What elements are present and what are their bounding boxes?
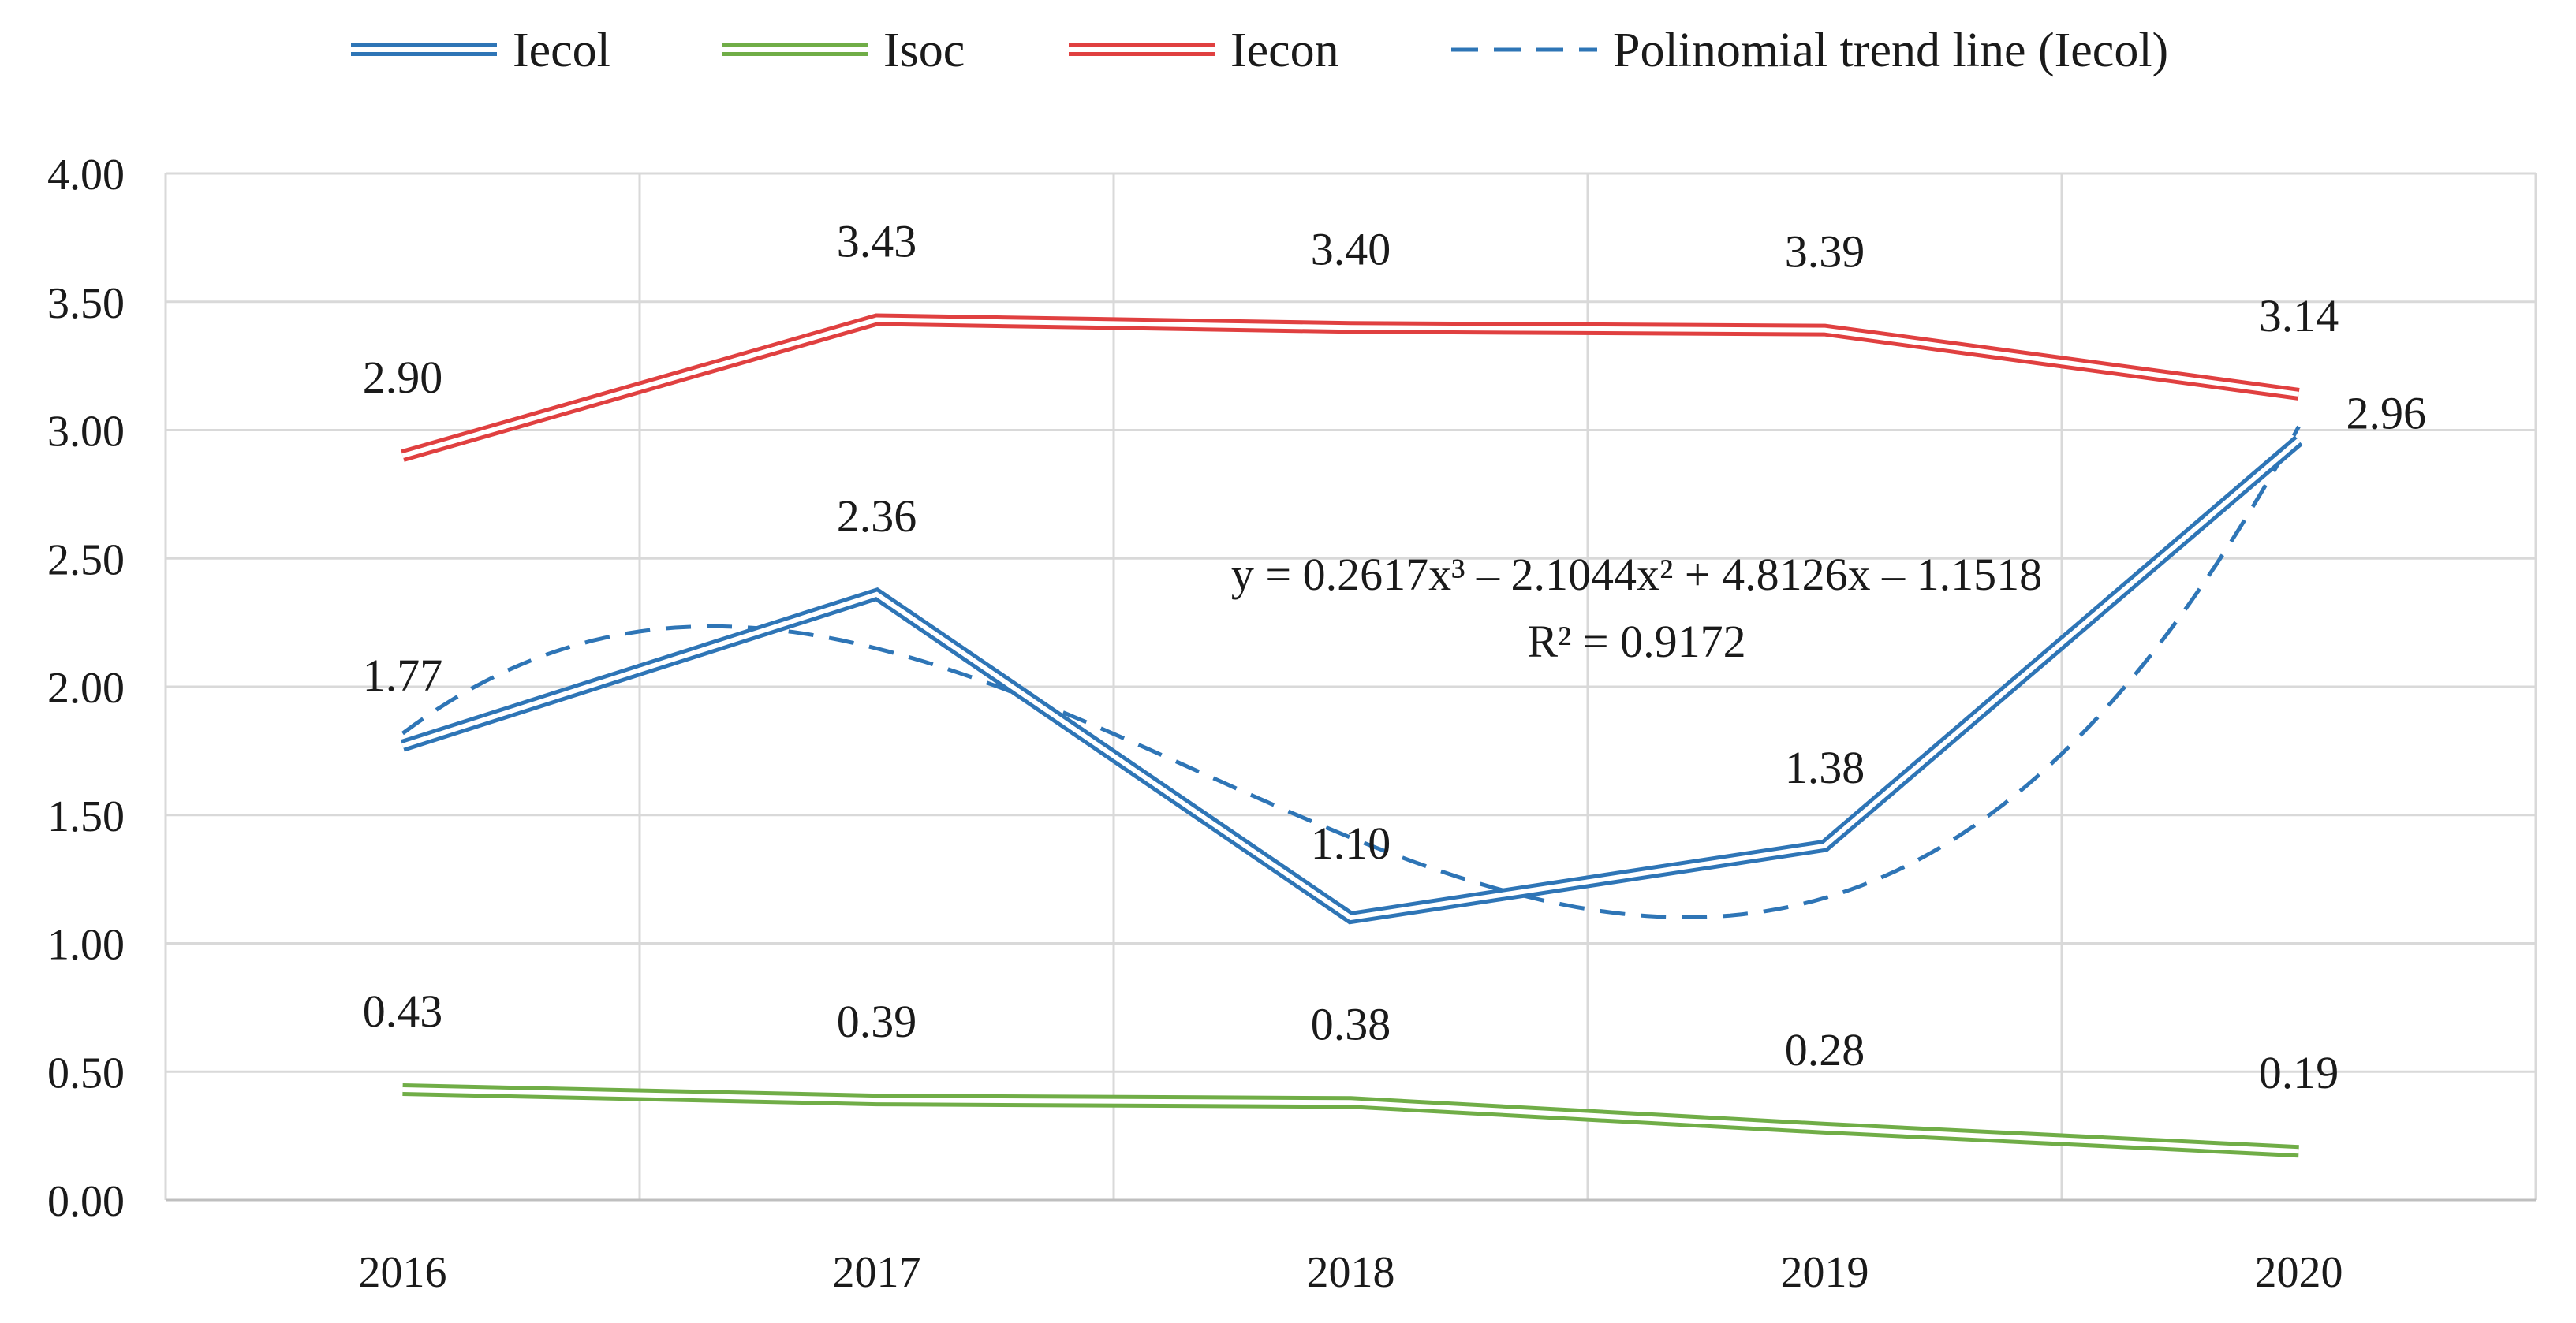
y-tick-label: 1.50 bbox=[47, 792, 125, 841]
data-label-iecol: 1.10 bbox=[1311, 818, 1391, 869]
series-line-iecon bbox=[401, 313, 2300, 462]
data-label-iecol: 2.96 bbox=[2346, 388, 2427, 439]
trendline-equation: y = 0.2617x³ – 2.1044x² + 4.8126x – 1.15… bbox=[1231, 549, 2042, 667]
x-tick-label: 2019 bbox=[1781, 1248, 1869, 1297]
gridlines bbox=[164, 172, 2537, 1202]
data-label-iecon: 2.90 bbox=[363, 352, 443, 403]
data-label-isoc: 0.39 bbox=[837, 996, 917, 1047]
data-label-iecon: 3.39 bbox=[1785, 226, 1865, 278]
y-tick-label: 2.50 bbox=[47, 535, 125, 584]
trendline-r-squared-text: R² = 0.9172 bbox=[1527, 616, 1745, 667]
legend-label: Polinomial trend line (Iecol) bbox=[1613, 24, 2168, 77]
y-tick-label: 3.50 bbox=[47, 279, 125, 328]
x-axis-ticks: 2016 2017 2018 2019 2020 bbox=[359, 1248, 2343, 1297]
data-label-isoc: 0.28 bbox=[1785, 1024, 1865, 1075]
y-tick-label: 2.00 bbox=[47, 664, 125, 713]
trendline-group bbox=[401, 425, 2301, 920]
data-label-iecol: 1.38 bbox=[1785, 742, 1865, 793]
legend-label: Isoc bbox=[883, 24, 965, 77]
legend: Iecol Isoc Iecon Polinomial trend line (Iec… bbox=[351, 24, 2168, 77]
data-label-iecon: 3.43 bbox=[837, 216, 917, 267]
data-labels: 1.77 2.36 1.10 1.38 2.96 0.43 0.39 0.38 0.28 0.19… bbox=[363, 216, 2426, 1099]
data-label-iecol: 1.77 bbox=[363, 650, 443, 701]
y-axis-ticks: 0.00 0.50 1.00 1.50 2.00 2.50 3.00 3.50 4.00 bbox=[47, 151, 125, 1226]
series-line-isoc bbox=[402, 1083, 2299, 1158]
x-tick-label: 2016 bbox=[359, 1248, 447, 1297]
data-label-iecol: 2.36 bbox=[837, 490, 917, 542]
y-tick-label: 1.00 bbox=[47, 921, 125, 970]
trendline-iecol bbox=[401, 425, 2301, 920]
y-tick-label: 0.00 bbox=[47, 1177, 125, 1226]
legend-label: Iecol bbox=[513, 24, 610, 77]
data-label-iecon: 3.40 bbox=[1311, 223, 1391, 274]
series-group bbox=[401, 313, 2303, 1158]
data-label-isoc: 0.19 bbox=[2259, 1047, 2339, 1098]
trendline-equation-text: y = 0.2617x³ – 2.1044x² + 4.8126x – 1.15… bbox=[1231, 549, 2042, 600]
x-tick-label: 2017 bbox=[833, 1248, 921, 1297]
y-tick-label: 4.00 bbox=[47, 151, 125, 199]
y-tick-label: 3.00 bbox=[47, 408, 125, 457]
data-label-isoc: 0.43 bbox=[363, 986, 443, 1037]
x-tick-label: 2020 bbox=[2255, 1248, 2343, 1297]
data-label-isoc: 0.38 bbox=[1311, 998, 1391, 1049]
data-label-iecon: 3.14 bbox=[2259, 290, 2339, 341]
x-tick-label: 2018 bbox=[1307, 1248, 1395, 1297]
series-line-inner-iecon bbox=[401, 317, 2299, 458]
legend-label: Iecon bbox=[1230, 24, 1339, 77]
series-line-inner-isoc bbox=[402, 1087, 2299, 1154]
series-line-inner-iecol bbox=[401, 438, 2301, 921]
y-tick-label: 0.50 bbox=[47, 1049, 125, 1098]
